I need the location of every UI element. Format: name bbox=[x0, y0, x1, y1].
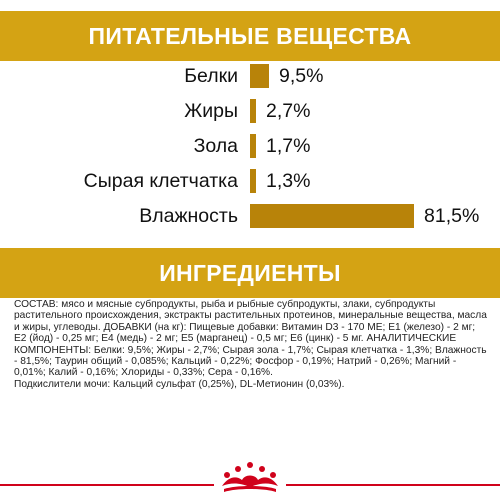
composition-acidifiers: Подкислители мочи: Кальций сульфат (0,25… bbox=[14, 378, 345, 390]
nutrient-row-ash: Зола 1,7% bbox=[0, 131, 500, 161]
nutrient-value: 81,5% bbox=[424, 205, 480, 227]
nutrient-label: Белки bbox=[184, 65, 238, 87]
royal-canin-crown-logo bbox=[214, 460, 286, 498]
composition-text: СОСТАВ: мясо и мясные субпродукты, рыба … bbox=[14, 299, 488, 390]
nutrient-bar bbox=[250, 169, 256, 193]
nutrients-chart: Белки 9,5% Жиры 2,7% Зола 1,7% Сырая кле… bbox=[0, 58, 500, 238]
nutrient-label: Влажность bbox=[139, 205, 238, 227]
nutrient-bar bbox=[250, 99, 256, 123]
nutrient-value: 9,5% bbox=[279, 65, 324, 87]
nutrient-row-fiber: Сырая клетчатка 1,3% bbox=[0, 166, 500, 196]
nutrient-label: Жиры bbox=[184, 100, 238, 122]
nutrient-bar bbox=[250, 64, 269, 88]
ingredients-section-title: ИНГРЕДИЕНТЫ bbox=[0, 248, 500, 298]
nutrient-bar bbox=[250, 204, 414, 228]
nutrients-section-title: ПИТАТЕЛЬНЫЕ ВЕЩЕСТВА bbox=[0, 11, 500, 61]
nutrient-value: 2,7% bbox=[266, 100, 311, 122]
nutrient-bar bbox=[250, 134, 256, 158]
nutrient-row-moisture: Влажность 81,5% bbox=[0, 201, 500, 231]
nutrient-label: Зола bbox=[193, 135, 238, 157]
nutrient-value: 1,7% bbox=[266, 135, 311, 157]
nutrient-row-fat: Жиры 2,7% bbox=[0, 96, 500, 126]
composition-main: СОСТАВ: мясо и мясные субпродукты, рыба … bbox=[14, 299, 487, 379]
nutrient-label: Сырая клетчатка bbox=[83, 170, 238, 192]
nutrient-row-protein: Белки 9,5% bbox=[0, 61, 500, 91]
nutrient-value: 1,3% bbox=[266, 170, 311, 192]
